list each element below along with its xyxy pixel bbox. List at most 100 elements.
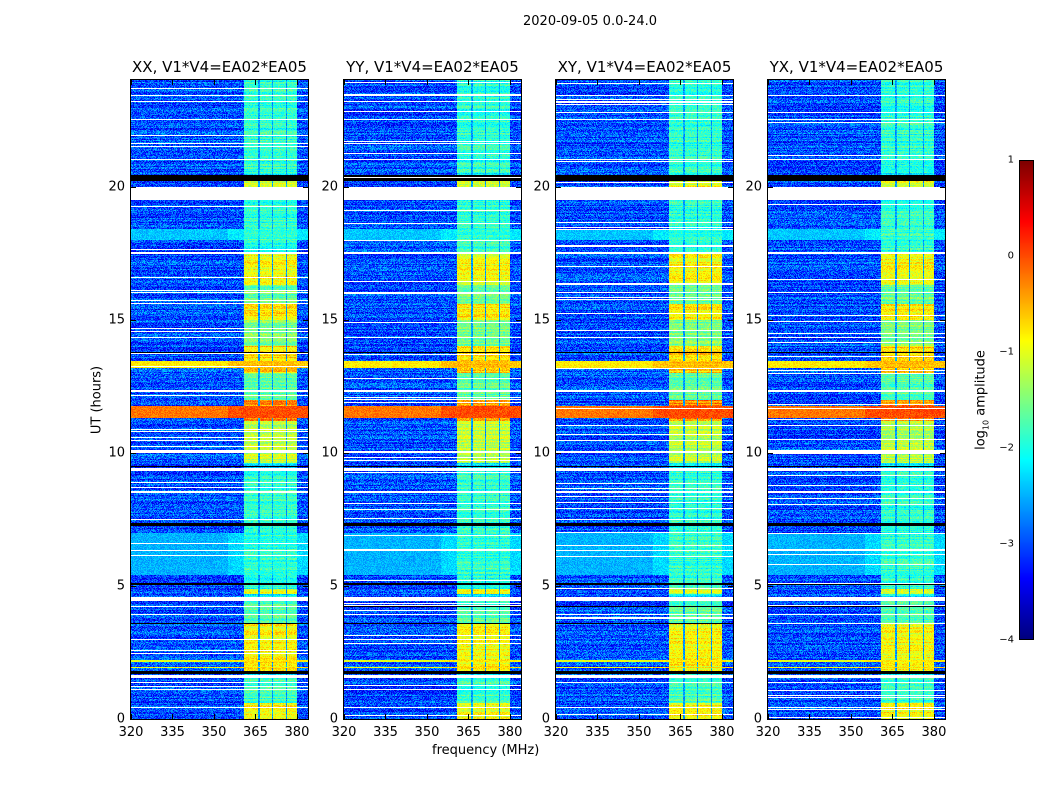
y-axis-label: UT (hours): [89, 365, 105, 435]
x-tick: [933, 714, 935, 719]
colorbar-label-sub: 10: [981, 419, 991, 431]
y-tick: [940, 452, 945, 454]
y-tick-label: 5: [116, 578, 125, 594]
panel-yx: YX, V1*V4=EA02*EA05 320 335 350 365 380 0 5 10 15…: [745, 58, 946, 740]
y-tick: [940, 585, 945, 587]
colorbar-tick-label: 1: [1007, 154, 1014, 166]
y-tick: [516, 719, 521, 720]
colorbar-label-prefix: log: [973, 430, 989, 450]
y-tick: [516, 452, 521, 454]
x-tick: [344, 80, 345, 85]
colorbar-tick-label: −3: [999, 538, 1014, 550]
y-tick: [728, 186, 733, 188]
y-tick: [303, 452, 308, 454]
x-tick-label: 380: [284, 725, 310, 740]
x-tick: [468, 714, 470, 719]
x-tick-label: 380: [497, 725, 523, 740]
y-tick: [768, 319, 773, 321]
y-tick: [516, 319, 521, 321]
x-tick: [426, 80, 428, 85]
x-axis-label: frequency (MHz): [432, 743, 540, 758]
y-tick: [556, 719, 561, 720]
y-tick-label: 15: [745, 312, 762, 328]
x-tick: [933, 80, 935, 85]
panel-title: XX, V1*V4=EA02*EA05: [132, 58, 307, 76]
y-tick: [131, 452, 136, 454]
y-tick: [940, 719, 945, 720]
panel-title: XY, V1*V4=EA02*EA05: [557, 58, 732, 76]
y-tick-label: 10: [533, 445, 550, 461]
heatmap: [556, 80, 733, 719]
y-tick: [556, 186, 561, 188]
x-tick: [721, 80, 723, 85]
heatmap: [768, 80, 945, 719]
y-tick: [131, 319, 136, 321]
y-tick-label: 10: [108, 445, 125, 461]
y-tick: [516, 186, 521, 188]
y-tick-label: 5: [541, 578, 550, 594]
x-tick: [213, 714, 215, 719]
x-tick: [509, 80, 511, 85]
x-tick: [809, 714, 811, 719]
y-tick-label: 0: [116, 711, 125, 727]
x-tick-label: 350: [838, 725, 864, 740]
y-tick: [728, 719, 733, 720]
x-tick: [172, 714, 174, 719]
x-tick: [385, 80, 387, 85]
x-tick: [850, 80, 852, 85]
x-tick-label: 320: [118, 725, 144, 740]
y-tick: [768, 186, 773, 188]
panel-title: YY, V1*V4=EA02*EA05: [346, 58, 519, 76]
x-tick: [213, 80, 215, 85]
x-tick: [638, 80, 640, 85]
x-tick: [556, 714, 557, 719]
x-tick: [809, 80, 811, 85]
x-tick: [255, 80, 257, 85]
x-tick-label: 335: [585, 725, 610, 740]
y-tick: [131, 719, 136, 720]
y-tick: [344, 719, 349, 720]
x-tick: [172, 80, 174, 85]
colorbar-tick-label: −4: [999, 634, 1014, 646]
x-tick: [892, 714, 894, 719]
y-tick: [344, 585, 349, 587]
x-tick: [509, 714, 511, 719]
y-tick: [728, 319, 733, 321]
x-tick: [768, 80, 769, 85]
heatmap: [131, 80, 308, 719]
x-tick-label: 350: [201, 725, 227, 740]
x-tick: [597, 714, 599, 719]
colorbar-tick-label: −2: [999, 442, 1014, 454]
x-tick: [680, 714, 682, 719]
y-tick-label: 15: [533, 312, 550, 328]
x-tick: [296, 714, 298, 719]
x-tick: [721, 714, 723, 719]
colorbar: [1019, 160, 1034, 640]
y-tick: [768, 585, 773, 587]
y-tick: [940, 186, 945, 188]
x-tick-label: 380: [921, 725, 947, 740]
y-tick: [728, 452, 733, 454]
x-tick: [296, 80, 298, 85]
y-tick-label: 0: [541, 711, 550, 727]
x-tick: [892, 80, 894, 85]
y-tick: [303, 719, 308, 720]
x-tick: [131, 80, 132, 85]
y-tick-label: 10: [745, 445, 762, 461]
y-tick: [556, 585, 561, 587]
x-tick-label: 365: [668, 725, 693, 740]
x-tick: [385, 714, 387, 719]
panel-xy: XY, V1*V4=EA02*EA05 320 335 350 365 380 0 5 10 15…: [533, 58, 734, 740]
x-tick: [468, 80, 470, 85]
y-tick-label: 20: [533, 179, 550, 194]
y-tick: [344, 186, 349, 188]
panel-xx: XX, V1*V4=EA02*EA05 320 335 350 365 380 0 5 10 15…: [108, 58, 309, 740]
y-tick-label: 5: [753, 578, 762, 594]
y-tick: [303, 186, 308, 188]
x-tick-label: 350: [626, 725, 652, 740]
x-tick-label: 365: [880, 725, 905, 740]
x-tick: [638, 714, 640, 719]
x-tick-label: 365: [456, 725, 481, 740]
y-tick-label: 0: [753, 711, 762, 727]
